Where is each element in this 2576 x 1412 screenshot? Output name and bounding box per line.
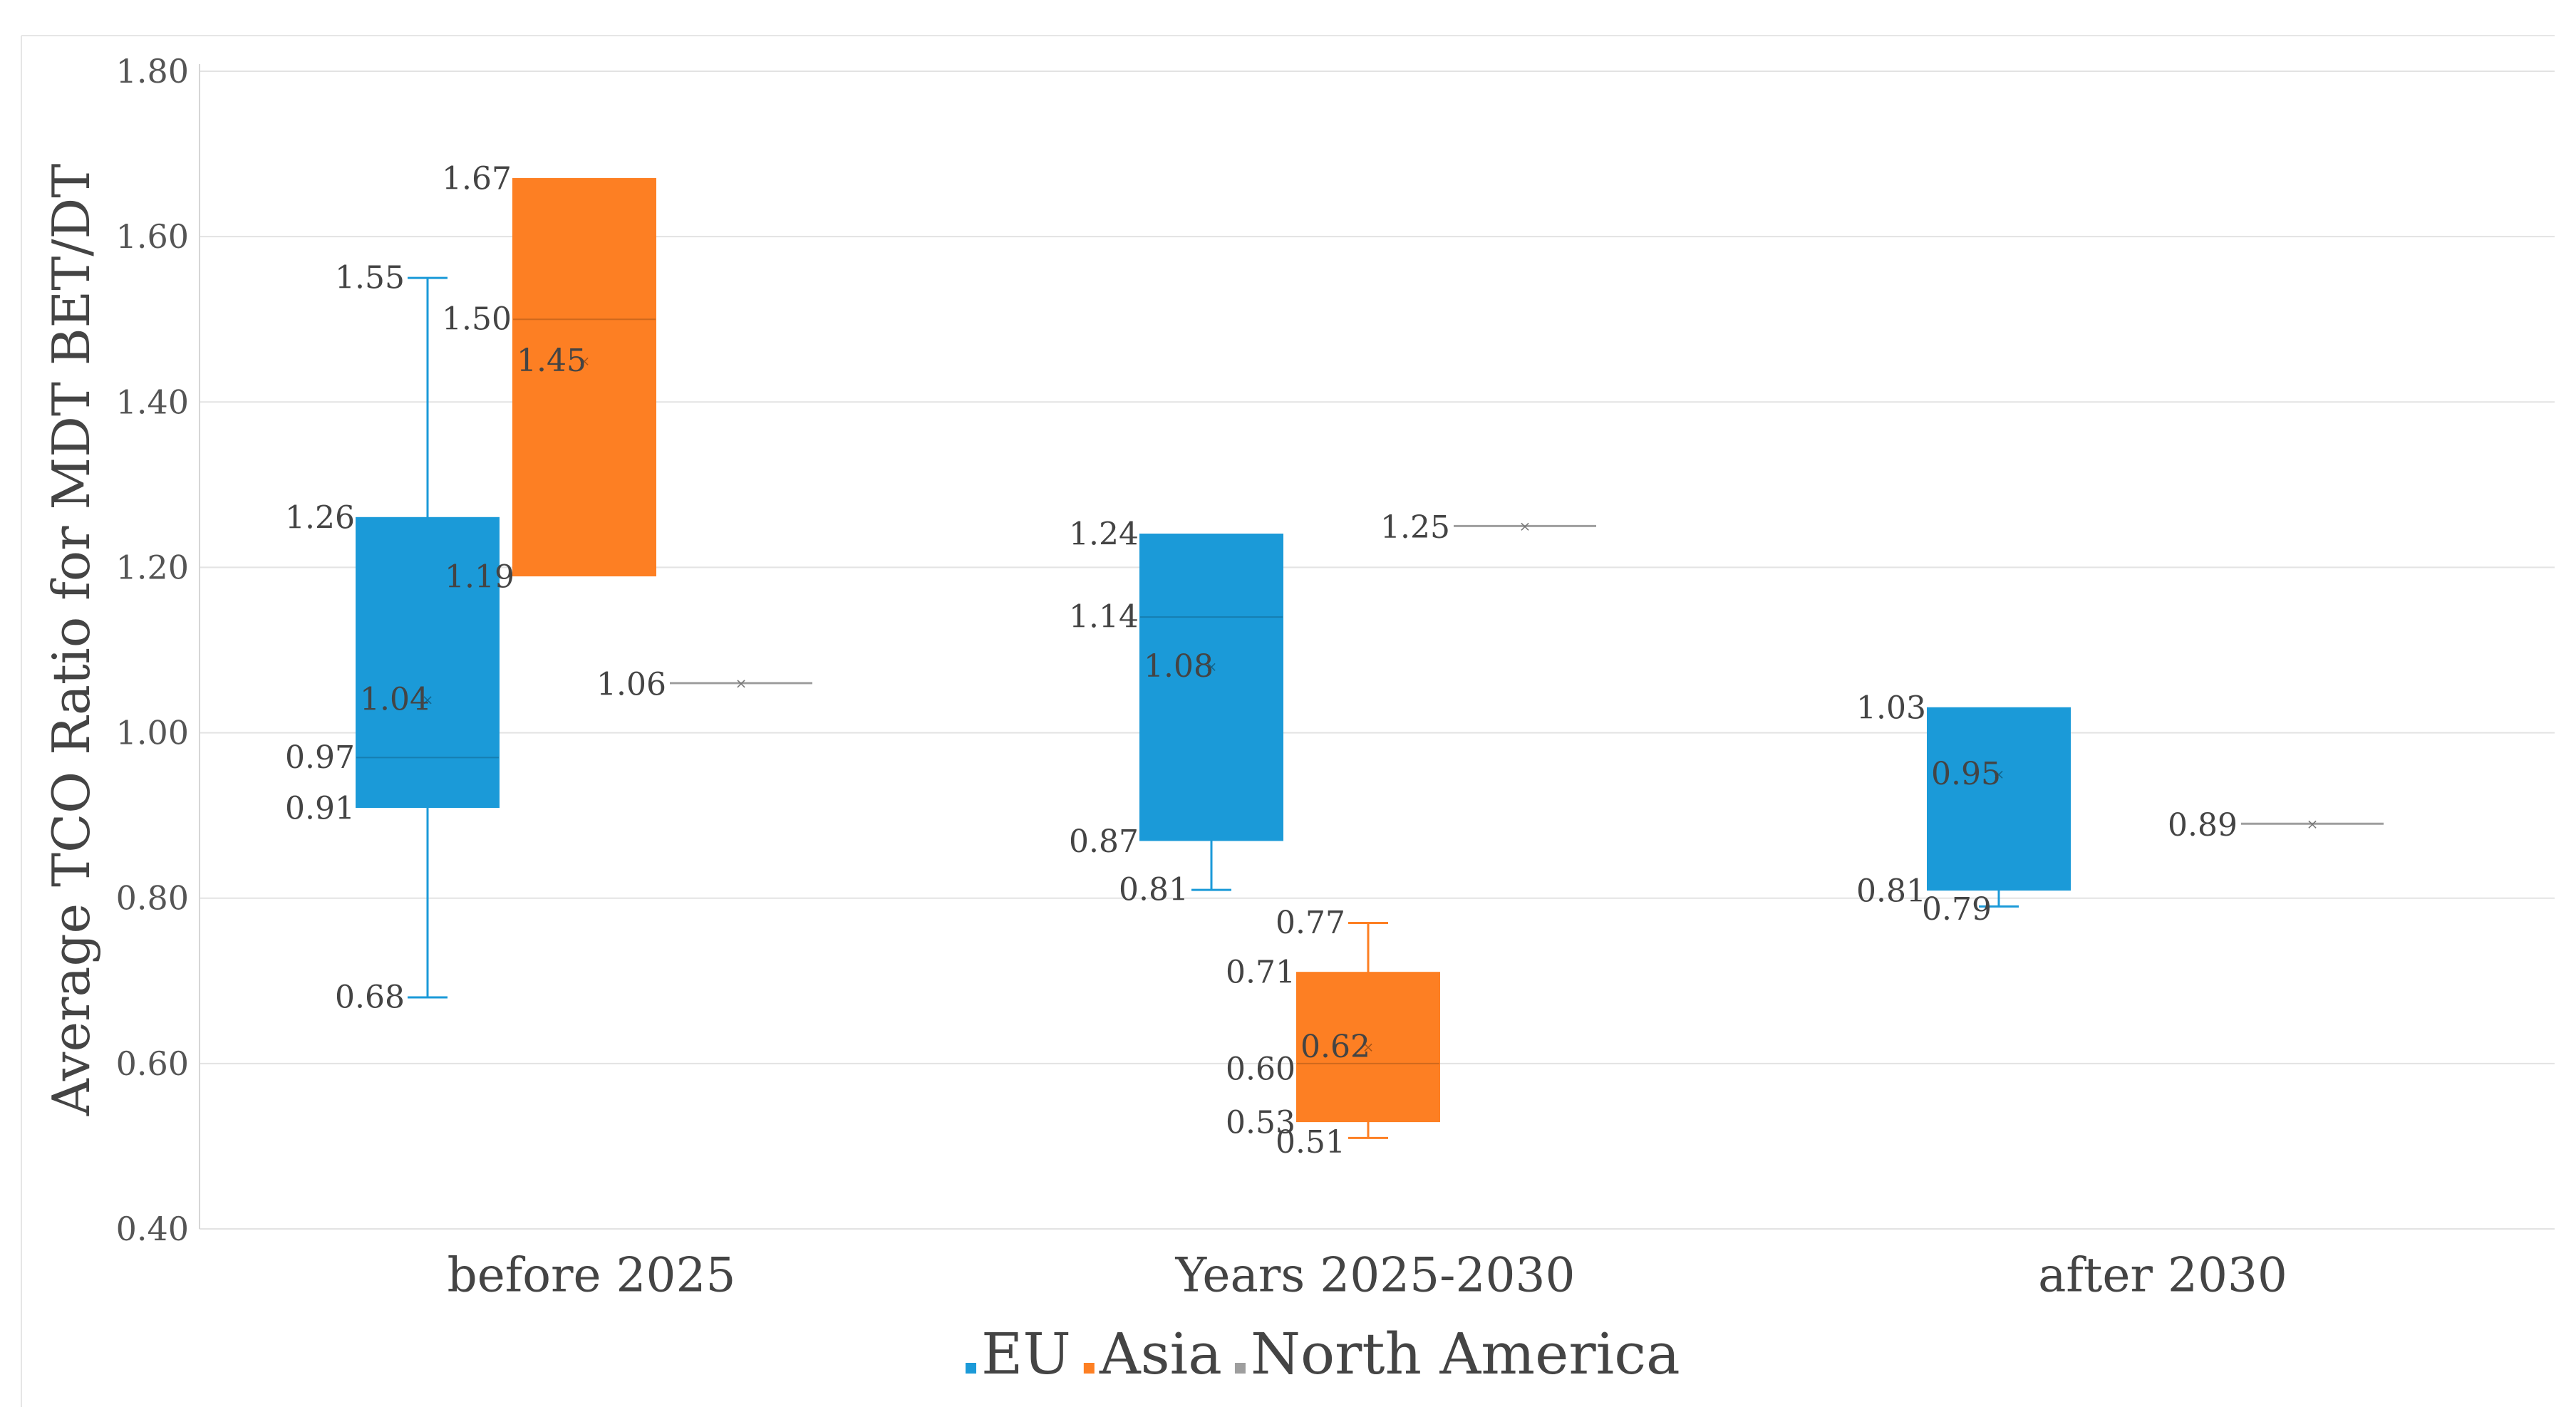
data-label-min: 0.81 (1119, 872, 1189, 908)
mean-marker: × (1519, 517, 1531, 534)
legend-label: EU (981, 1321, 1071, 1387)
mean-marker: × (1206, 658, 1218, 675)
data-label-q1: 0.87 (1069, 824, 1139, 860)
data-labels: 1.55 1.26 0.97 0.91 0.68 1.04 1.24 1.14 0.87 0.81… (285, 160, 2238, 1160)
legend-swatch (1083, 1363, 1095, 1374)
y-tick-label: 1.00 (116, 714, 189, 752)
y-tick-label: 1.40 (116, 383, 189, 421)
data-label-mean: 0.95 (1931, 756, 2001, 792)
data-label-median: 1.50 (442, 301, 512, 338)
data-label-q1: 0.91 (285, 791, 355, 827)
y-tick-label: 1.60 (116, 217, 189, 256)
data-label-q1: 0.81 (1856, 873, 1926, 910)
y-tick-label: 1.80 (116, 52, 189, 90)
iqr-box (512, 177, 656, 577)
legend-swatch (966, 1363, 976, 1374)
data-label-min: 0.68 (335, 980, 405, 1016)
data-label-q3: 1.03 (1856, 690, 1926, 726)
data-label-mean: 1.45 (517, 343, 586, 379)
data-label-q1: 1.19 (445, 559, 514, 596)
legend-swatch (1234, 1363, 1246, 1374)
data-label-mean: 1.06 (596, 666, 666, 702)
data-label-min: 0.51 (1276, 1124, 1345, 1161)
data-label-q3: 1.24 (1069, 516, 1139, 553)
y-tick-label: 1.20 (116, 548, 189, 586)
mean-marker: × (735, 675, 748, 692)
y-axis-title: Average TCO Ratio for MDT BET/DT (41, 164, 101, 1116)
data-label-median: 0.60 (1226, 1051, 1295, 1087)
data-label-mean: 0.62 (1300, 1029, 1370, 1065)
iqr-box (1927, 707, 2071, 891)
x-category-label: before 2025 (447, 1248, 735, 1303)
y-axis-ticks: 0.40 0.60 0.80 1.00 1.20 1.40 1.60 1.80 (116, 52, 189, 1248)
mean-marker: × (579, 352, 591, 369)
legend: EU Asia North America (966, 1321, 1680, 1387)
data-label-q3: 0.71 (1226, 955, 1295, 991)
mean-marker: × (1362, 1039, 1375, 1056)
x-axis-categories: before 2025 Years 2025-2030 after 2030 (447, 1248, 2287, 1303)
legend-label: North America (1251, 1321, 1680, 1387)
data-label-mean: 0.89 (2168, 807, 2238, 843)
data-label-max: 1.55 (335, 260, 405, 296)
data-label-median: 1.14 (1069, 599, 1139, 635)
series-boxes: × × × × × × × × (356, 177, 2384, 1139)
iqr-box (1139, 534, 1283, 841)
y-tick-label: 0.40 (116, 1210, 189, 1248)
y-tick-label: 0.60 (116, 1044, 189, 1083)
mean-marker: × (2307, 815, 2319, 832)
data-label-mean: 1.25 (1380, 509, 1450, 546)
mean-marker: × (1993, 766, 2005, 783)
data-label-mean: 1.04 (360, 682, 430, 718)
data-label-mean: 1.08 (1144, 648, 1214, 685)
data-label-q1: 0.53 (1226, 1105, 1295, 1141)
legend-label: Asia (1099, 1321, 1222, 1387)
data-label-max: 0.77 (1276, 905, 1345, 941)
x-category-label: after 2030 (2038, 1248, 2287, 1303)
data-label-q3: 1.26 (285, 499, 355, 536)
iqr-box (1296, 972, 1440, 1123)
data-label-q3: 1.67 (442, 160, 512, 197)
y-tick-label: 0.80 (116, 879, 189, 918)
data-label-min: 0.79 (1922, 891, 1992, 928)
x-category-label: Years 2025-2030 (1175, 1248, 1576, 1303)
mean-marker: × (422, 691, 434, 708)
data-label-median: 0.97 (285, 739, 355, 776)
iqr-box (356, 516, 500, 809)
